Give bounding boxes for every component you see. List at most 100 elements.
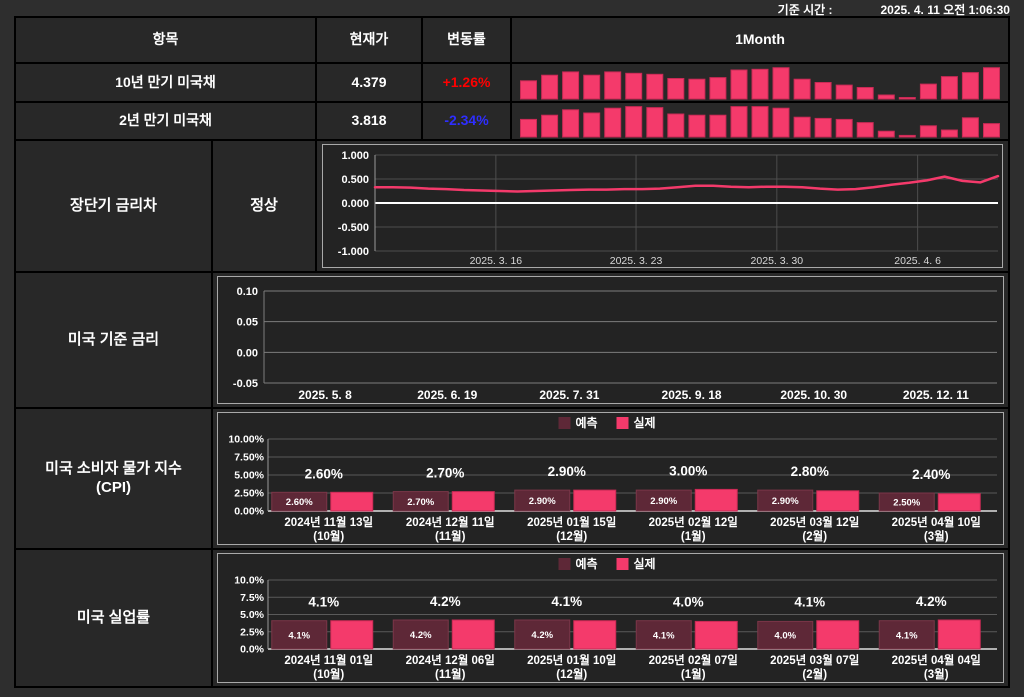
svg-text:2.50%: 2.50%: [234, 488, 264, 500]
svg-text:(10월): (10월): [313, 529, 344, 543]
svg-text:2025. 10. 30: 2025. 10. 30: [780, 388, 847, 402]
header-item: 항목: [16, 18, 317, 62]
svg-text:예측: 예측: [576, 415, 598, 430]
svg-text:2.70%: 2.70%: [426, 466, 464, 481]
svg-text:실제: 실제: [634, 556, 656, 571]
svg-text:2025년 03월 12일: 2025년 03월 12일: [770, 515, 859, 529]
svg-text:2.90%: 2.90%: [548, 464, 586, 479]
reference-time: 기준 시간 : 2025. 4. 11 오전 1:06:30: [0, 1, 1010, 18]
svg-text:2.40%: 2.40%: [912, 467, 950, 482]
svg-text:2025년 01월 15일: 2025년 01월 15일: [527, 515, 616, 529]
svg-text:2.90%: 2.90%: [650, 496, 677, 507]
svg-text:2025. 3. 16: 2025. 3. 16: [470, 255, 523, 267]
treasury-2y-label: 2년 만기 미국채: [16, 103, 317, 139]
svg-text:실제: 실제: [634, 415, 656, 430]
table-header-row: 항목 현재가 변동률 1Month: [16, 18, 1008, 64]
treasury-2y-sparkline: [512, 103, 1008, 139]
section-row-spread: 장단기 금리차 정상 2025. 3. 16 2025. 3. 23 2025. 3…: [16, 141, 1008, 273]
treasury-10y-change: +1.26%: [423, 64, 512, 101]
svg-text:0.500: 0.500: [341, 174, 369, 186]
svg-text:(11월): (11월): [435, 529, 466, 543]
unemployment-chart-cell: 예측 실제 10.0% 7.5% 5.0% 2.5% 0.0% 4.1% 4.1% 2024년 1…: [213, 550, 1008, 686]
svg-text:2024년 12월 06일: 2024년 12월 06일: [406, 653, 495, 667]
base-rate-chart-panel: 0.10 0.05 0.00 -0.05 2025. 5. 8 2025. 6. 19 20…: [217, 276, 1004, 404]
svg-text:(12월): (12월): [556, 529, 587, 543]
svg-text:2024년 11월 13일: 2024년 11월 13일: [284, 515, 373, 529]
svg-text:0.0%: 0.0%: [240, 644, 265, 656]
svg-text:4.0%: 4.0%: [774, 631, 796, 642]
svg-text:2024년 11월 01일: 2024년 11월 01일: [284, 653, 373, 667]
section-row-unemployment: 미국 실업률 예측 실제 10.0% 7.5% 5.0% 2.5% 0.0% 4.1% 4.1%…: [16, 550, 1008, 686]
svg-text:4.1%: 4.1%: [551, 594, 582, 609]
svg-text:2.50%: 2.50%: [893, 498, 920, 509]
header-1month: 1Month: [512, 18, 1008, 62]
cpi-section-label: 미국 소비자 물가 지수 (CPI): [16, 409, 213, 548]
svg-text:2025년 02월 07일: 2025년 02월 07일: [649, 653, 738, 667]
svg-text:(2월): (2월): [802, 529, 827, 543]
treasury-2y-change: -2.34%: [423, 103, 512, 139]
treasury-10y-sparkline: [512, 64, 1008, 101]
spread-chart-cell: 2025. 3. 16 2025. 3. 23 2025. 3. 30 2025. 4…: [317, 141, 1008, 271]
svg-text:2025년 01월 10일: 2025년 01월 10일: [527, 653, 616, 667]
svg-text:(12월): (12월): [556, 667, 587, 681]
svg-text:0.000: 0.000: [341, 198, 369, 210]
spread-chart-panel: 2025. 3. 16 2025. 3. 23 2025. 3. 30 2025. 4…: [322, 144, 1003, 268]
unemployment-chart-panel: 예측 실제 10.0% 7.5% 5.0% 2.5% 0.0% 4.1% 4.1% 2024년 1…: [217, 553, 1004, 683]
svg-text:2.70%: 2.70%: [407, 497, 434, 508]
svg-text:0.05: 0.05: [237, 317, 258, 329]
svg-text:2.80%: 2.80%: [791, 464, 829, 479]
svg-text:4.1%: 4.1%: [653, 630, 675, 641]
svg-text:2025년 03월 07일: 2025년 03월 07일: [770, 653, 859, 667]
svg-text:(2월): (2월): [802, 667, 827, 681]
svg-text:4.1%: 4.1%: [896, 630, 918, 641]
svg-text:2.5%: 2.5%: [240, 626, 265, 638]
table-row-treasury-2y: 2년 만기 미국채 3.818 -2.34%: [16, 103, 1008, 141]
svg-text:4.1%: 4.1%: [288, 630, 310, 641]
svg-text:2025년 02월 12일: 2025년 02월 12일: [649, 515, 738, 529]
svg-text:0.00%: 0.00%: [234, 506, 264, 518]
cpi-chart-cell: 예측 실제 10.00% 7.50% 5.00% 2.50% 0.00% 2.60% 2.60%…: [213, 409, 1008, 548]
svg-text:7.5%: 7.5%: [240, 592, 265, 604]
svg-text:2025. 3. 23: 2025. 3. 23: [610, 255, 663, 267]
svg-text:0.10: 0.10: [237, 286, 258, 298]
svg-text:3.00%: 3.00%: [669, 463, 707, 478]
svg-text:2.90%: 2.90%: [772, 496, 799, 507]
svg-text:2025. 12. 11: 2025. 12. 11: [903, 388, 969, 402]
svg-text:2025. 4. 6: 2025. 4. 6: [894, 255, 941, 267]
svg-text:0.00: 0.00: [237, 347, 258, 359]
svg-text:2025. 7. 31: 2025. 7. 31: [539, 388, 599, 402]
header-change-rate: 변동률: [423, 18, 512, 62]
svg-text:-1.000: -1.000: [338, 246, 369, 258]
svg-text:2025. 3. 30: 2025. 3. 30: [751, 255, 804, 267]
svg-text:(3월): (3월): [924, 667, 949, 681]
base-rate-chart: 0.10 0.05 0.00 -0.05 2025. 5. 8 2025. 6. 19 20…: [233, 286, 997, 402]
svg-text:5.0%: 5.0%: [240, 609, 265, 621]
table-row-treasury-10y: 10년 만기 미국채 4.379 +1.26%: [16, 64, 1008, 103]
svg-text:-0.05: -0.05: [233, 378, 258, 390]
svg-text:10.00%: 10.00%: [228, 434, 264, 446]
svg-text:-0.500: -0.500: [338, 222, 369, 234]
svg-text:10.0%: 10.0%: [234, 575, 264, 587]
spread-section-label: 장단기 금리차: [16, 141, 213, 271]
unemployment-section-label: 미국 실업률: [16, 550, 213, 686]
svg-text:4.0%: 4.0%: [673, 595, 704, 610]
unemployment-bar-chart: 예측 실제 10.0% 7.5% 5.0% 2.5% 0.0% 4.1% 4.1% 2024년 1…: [234, 556, 997, 681]
svg-text:2025년 04월 04일: 2025년 04월 04일: [892, 653, 981, 667]
cpi-chart-panel: 예측 실제 10.00% 7.50% 5.00% 2.50% 0.00% 2.60% 2.60%…: [217, 412, 1004, 545]
spread-line-chart: 2025. 3. 16 2025. 3. 23 2025. 3. 30 2025. 4…: [338, 150, 1000, 267]
svg-text:2.90%: 2.90%: [529, 496, 556, 507]
svg-text:7.50%: 7.50%: [234, 452, 264, 464]
svg-text:(1월): (1월): [681, 529, 706, 543]
svg-text:(10월): (10월): [313, 667, 344, 681]
svg-text:2.60%: 2.60%: [305, 466, 343, 481]
cpi-section-label-line2: (CPI): [96, 478, 131, 496]
svg-text:2025. 9. 18: 2025. 9. 18: [662, 388, 722, 402]
svg-text:4.2%: 4.2%: [916, 594, 947, 609]
reference-time-value: 2025. 4. 11 오전 1:06:30: [880, 3, 1010, 17]
base-rate-section-label: 미국 기준 금리: [16, 273, 213, 407]
svg-text:4.1%: 4.1%: [308, 595, 339, 610]
svg-text:5.00%: 5.00%: [234, 470, 264, 482]
spread-status-badge: 정상: [213, 141, 317, 271]
svg-text:(1월): (1월): [681, 667, 706, 681]
svg-text:4.2%: 4.2%: [531, 630, 553, 641]
